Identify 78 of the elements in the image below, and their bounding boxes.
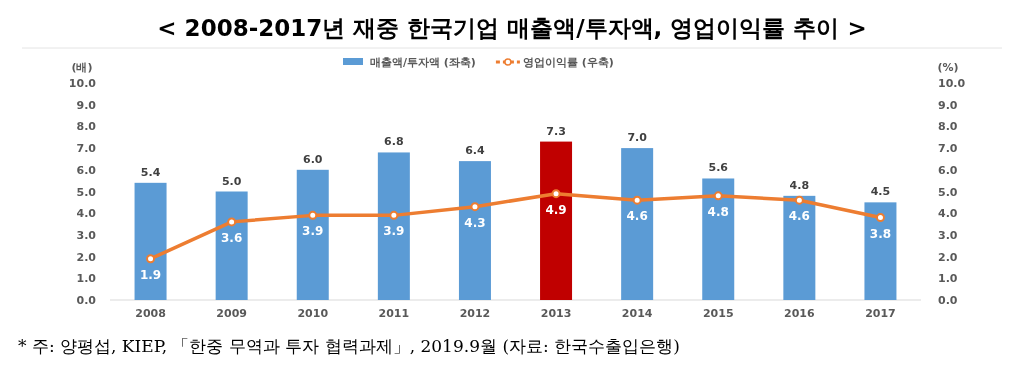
point	[146, 254, 156, 264]
bar	[702, 178, 735, 300]
y-tick-label: 9.0	[76, 98, 97, 112]
y-tick-label: 10.0	[68, 77, 97, 90]
x-tick-label: 2013	[540, 307, 572, 320]
data-label: 6.8	[384, 135, 404, 149]
bar	[296, 169, 329, 300]
bar	[458, 161, 491, 300]
y-tick-label: 2.0	[76, 250, 97, 264]
y2-tick-label: 5.0	[938, 185, 958, 199]
y-tick-label: 5.0	[76, 185, 97, 199]
x-tick-label: 2011	[378, 307, 410, 320]
data-label: 4.6	[788, 209, 810, 224]
data-label: 5.4	[140, 165, 161, 179]
y-tick-label: 8.0	[76, 120, 97, 134]
x-tick-label: 2014	[621, 307, 653, 320]
data-label: 4.8	[789, 178, 810, 192]
bar	[864, 202, 897, 300]
x-tick-label: 2017	[865, 307, 896, 320]
data-label: 3.6	[221, 230, 243, 245]
y2-axis-title: (%)	[937, 61, 959, 74]
x-tick-label: 2008	[135, 307, 166, 320]
data-label: 5.0	[221, 174, 242, 188]
x-tick-label: 2009	[216, 307, 247, 320]
y2-tick-label: 9.0	[938, 98, 958, 112]
y2-tick-label: 10.0	[938, 77, 966, 90]
text: * 주: 양평섭, KIEP, 「한중 무역과 투자 협력과제」, 2019.9월 (자료: 한국수출입은행)	[18, 336, 680, 356]
data-label: 4.5	[870, 185, 891, 199]
data-label: 6.4	[465, 144, 486, 158]
data-label: 5.6	[708, 161, 729, 175]
legend-label: 영업이익률 (우축)	[522, 56, 614, 69]
bar	[540, 141, 573, 300]
x-tick-label: 2012	[459, 307, 491, 320]
point	[227, 217, 237, 227]
y-tick-label: 3.0	[76, 228, 97, 242]
data-label: 7.0	[627, 131, 648, 145]
data-label: 4.6	[626, 209, 648, 224]
data-label: 7.3	[546, 124, 566, 138]
point	[713, 191, 723, 201]
y2-tick-label: 1.0	[938, 272, 958, 286]
y2-tick-label: 3.0	[938, 228, 958, 242]
y-tick-label: 0.0	[76, 294, 97, 307]
x-tick-label: 2016	[784, 307, 815, 320]
y2-tick-label: 8.0	[938, 120, 958, 134]
point	[389, 210, 399, 220]
x-tick-label: 2015	[702, 307, 734, 320]
data-label: 3.9	[302, 224, 324, 239]
point	[551, 189, 561, 199]
data-label: 3.9	[383, 224, 405, 239]
bar	[134, 182, 167, 300]
y2-tick-label: 4.0	[938, 207, 958, 221]
point	[470, 202, 480, 212]
y2-tick-label: 6.0	[938, 163, 958, 177]
bar	[783, 195, 816, 300]
bar	[215, 191, 248, 300]
y2-tick-label: 0.0	[938, 294, 958, 307]
bar	[621, 148, 654, 300]
point	[632, 195, 642, 205]
chart-title: < 2008-2017년 재중 한국기업 매출액/투자액, 영업이익률 추이 >	[157, 15, 867, 41]
y2-tick-label: 2.0	[938, 250, 958, 264]
data-label: 4.9	[545, 202, 567, 217]
y-tick-label: 1.0	[76, 272, 97, 286]
y-axis-title: (배)	[71, 61, 93, 74]
data-label: 4.3	[464, 215, 486, 230]
y2-tick-label: 7.0	[938, 142, 958, 156]
data-label: 6.0	[303, 152, 323, 166]
data-label: 1.9	[139, 267, 162, 282]
x-tick-label: 2010	[297, 307, 329, 320]
y-tick-label: 6.0	[76, 163, 97, 177]
data-label: 3.8	[869, 226, 892, 241]
point	[308, 210, 318, 220]
y-tick-label: 4.0	[76, 207, 97, 221]
y-tick-label: 7.0	[76, 142, 97, 156]
point	[875, 213, 885, 223]
legend-label: 매출액/투자액 (좌축)	[370, 56, 476, 69]
bar	[377, 152, 410, 300]
data-label: 4.8	[707, 204, 729, 219]
point	[794, 195, 804, 205]
